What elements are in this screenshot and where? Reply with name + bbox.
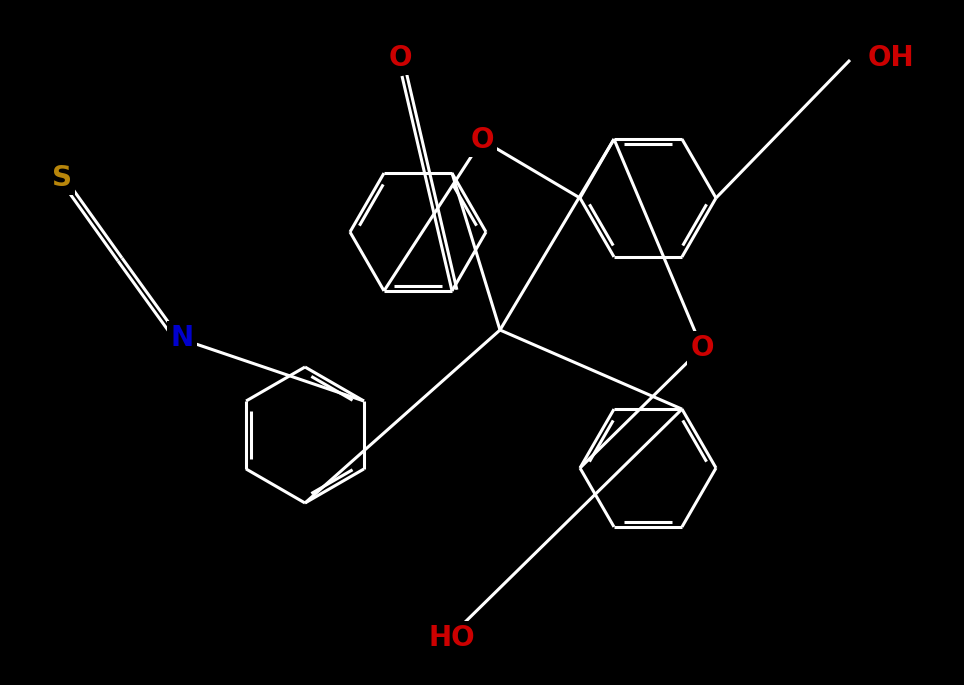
Text: N: N [171,324,194,352]
Text: OH: OH [868,44,915,72]
Text: O: O [388,44,412,72]
Text: O: O [470,126,494,154]
Text: HO: HO [429,624,475,652]
Text: O: O [690,334,713,362]
Text: S: S [52,164,72,192]
